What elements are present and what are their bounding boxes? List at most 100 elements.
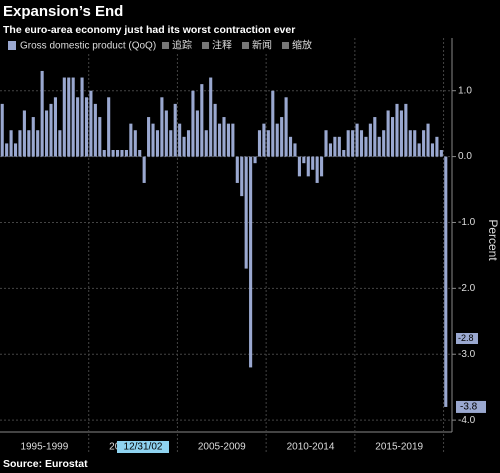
bar — [231, 123, 235, 157]
bar — [253, 156, 257, 164]
bar — [111, 150, 115, 157]
toolbar-icon[interactable] — [242, 42, 249, 49]
bar — [439, 150, 443, 157]
x-tick-label: 2015-2019 — [375, 442, 423, 453]
legend-label: Gross domestic product (QoQ) — [20, 41, 156, 52]
bar — [147, 117, 151, 157]
chart-title: Expansion’s End — [3, 3, 123, 20]
toolbar-button[interactable]: 追踪 — [172, 39, 192, 52]
bar — [173, 103, 177, 157]
bar — [80, 77, 84, 157]
bar — [320, 156, 324, 177]
bar — [324, 130, 328, 157]
bar — [31, 117, 35, 157]
bar — [102, 150, 106, 157]
bar — [377, 136, 381, 157]
bar — [133, 130, 137, 157]
bar — [408, 130, 412, 157]
bar — [22, 110, 26, 157]
source: Source: Eurostat — [3, 458, 88, 470]
bar — [288, 136, 293, 157]
bar — [315, 156, 319, 183]
bar — [342, 150, 346, 157]
bar — [355, 123, 359, 157]
bar — [382, 130, 386, 157]
bar — [204, 130, 208, 157]
bar — [49, 103, 53, 157]
bar — [151, 123, 155, 157]
bar — [195, 110, 199, 157]
legend-background — [3, 37, 343, 53]
y-tick-label: -2.0 — [458, 283, 476, 294]
bar — [218, 123, 222, 157]
bar — [155, 130, 160, 157]
bar — [293, 143, 297, 157]
bar — [302, 156, 306, 164]
bar — [391, 117, 395, 157]
bar — [395, 103, 399, 157]
y-tick-label: 0.0 — [458, 151, 472, 162]
y-tick-label: 1.0 — [458, 85, 472, 96]
y-axis-label: Percent — [486, 219, 500, 261]
y-tick-label: -3.0 — [458, 349, 476, 360]
annotation-box — [456, 333, 478, 344]
y-tick-label: -4.0 — [458, 415, 476, 426]
toolbar-icon[interactable] — [162, 42, 169, 49]
bar — [40, 70, 44, 157]
bar — [186, 130, 191, 157]
bar — [164, 110, 168, 157]
annotation: -2.8 — [458, 333, 474, 343]
bar — [266, 130, 270, 157]
bar — [107, 97, 111, 157]
bar — [129, 123, 133, 157]
bar — [67, 77, 71, 157]
bar — [191, 90, 195, 157]
bar — [213, 103, 217, 157]
bar — [89, 90, 93, 157]
bar — [262, 123, 266, 157]
bar — [297, 156, 301, 177]
bar — [115, 150, 120, 157]
bar — [413, 130, 417, 157]
y-tick-label: -1.0 — [458, 217, 476, 228]
bar — [5, 143, 9, 157]
bar — [45, 110, 49, 157]
bar — [280, 117, 284, 157]
cursor-label: 12/31/02 — [124, 442, 163, 453]
bar — [160, 97, 164, 157]
bar — [368, 123, 372, 157]
bar — [417, 143, 421, 157]
toolbar-icon[interactable] — [282, 42, 289, 49]
bar — [359, 130, 364, 157]
bar — [337, 136, 341, 157]
bar — [271, 90, 275, 157]
bar — [142, 156, 146, 183]
toolbar-icon[interactable] — [202, 42, 209, 49]
bar — [275, 123, 279, 157]
toolbar-button[interactable]: 新闻 — [252, 39, 272, 52]
toolbar-button[interactable]: 缩放 — [292, 39, 312, 52]
x-tick-label: 2010-2014 — [287, 442, 335, 453]
toolbar-button[interactable]: 注释 — [212, 39, 232, 52]
bar — [93, 103, 97, 157]
bar — [58, 130, 62, 157]
cursor-label-box — [117, 441, 169, 453]
bar — [249, 156, 253, 368]
value-label: -3.8 — [460, 402, 478, 413]
x-tick-label: 1995-1999 — [20, 442, 68, 453]
bar — [430, 143, 435, 157]
bar — [169, 130, 173, 157]
bar — [53, 97, 57, 157]
bar — [200, 84, 204, 157]
bar — [62, 77, 66, 157]
bar — [120, 150, 124, 157]
bar — [333, 136, 337, 157]
bar — [364, 136, 368, 157]
bar — [311, 156, 315, 170]
bar — [13, 143, 18, 157]
bar — [138, 150, 142, 157]
bar — [182, 136, 186, 157]
bar — [373, 117, 377, 157]
bar — [306, 156, 310, 177]
